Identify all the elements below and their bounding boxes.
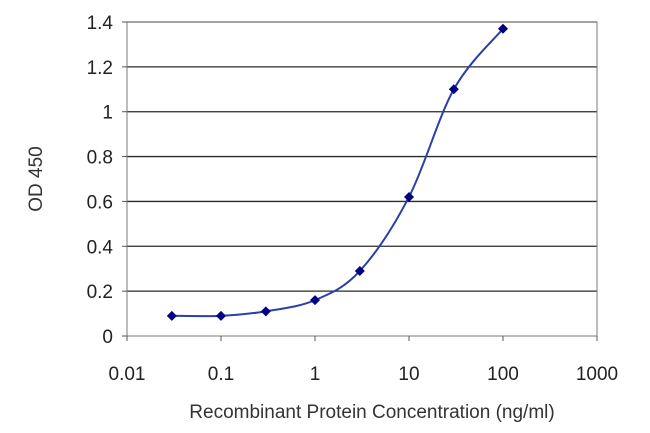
x-tick-label: 1 (310, 364, 321, 385)
data-point (448, 84, 459, 95)
y-tick-label: 0.8 (87, 148, 113, 169)
x-axis-title: Recombinant Protein Concentration (ng/ml… (189, 402, 554, 423)
x-tick-label: 0.01 (109, 364, 146, 385)
data-point (216, 310, 226, 321)
y-tick-label: 0 (102, 327, 113, 348)
grid-lines (127, 21, 597, 292)
y-tick-label: 0.2 (87, 282, 113, 303)
y-axis-ticks: 0 0.2 0.4 0.6 0.8 1 1.2 1.4 (87, 13, 127, 348)
y-axis-title: OD 450 (26, 146, 47, 211)
series-line (171, 28, 504, 318)
plot-frame (126, 21, 598, 337)
x-tick-label: 10 (398, 364, 419, 385)
y-tick-label: 0.6 (87, 192, 113, 213)
data-point (310, 295, 320, 306)
data-point (404, 191, 414, 202)
data-markers (166, 23, 508, 321)
x-tick-label: 100 (487, 364, 519, 385)
y-tick-label: 1 (102, 103, 113, 124)
y-tick-label: 1.4 (87, 13, 114, 34)
y-tick-label: 0.4 (87, 237, 114, 258)
y-tick-label: 1.2 (87, 58, 113, 79)
data-point (498, 23, 508, 34)
data-point (260, 306, 271, 317)
x-tick-label: 1000 (576, 364, 618, 385)
x-tick-label: 0.1 (208, 364, 234, 385)
data-point (166, 310, 177, 321)
data-point (354, 265, 365, 276)
x-axis-ticks: 0.01 0.1 1 10 100 1000 (109, 336, 618, 385)
